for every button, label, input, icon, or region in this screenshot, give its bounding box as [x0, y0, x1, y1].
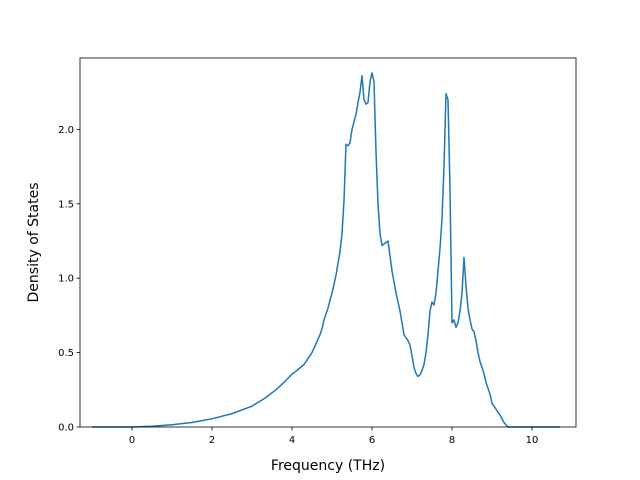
- dos-series-line: [92, 72, 560, 428]
- y-tick-label: 1.0: [58, 274, 74, 285]
- y-axis-label: Density of States: [26, 183, 42, 303]
- x-tick-label: 6: [369, 435, 375, 446]
- axes-frame: [79, 57, 577, 428]
- y-tick-label: 0.0: [58, 423, 74, 434]
- x-tick-label: 2: [209, 435, 215, 446]
- x-tick-label: 8: [449, 435, 455, 446]
- plot-area: [92, 72, 560, 428]
- y-tick-label: 0.5: [58, 348, 74, 359]
- y-tick-label: 1.5: [58, 199, 74, 210]
- x-tick-label: 4: [289, 435, 295, 446]
- x-axis-ticks: 0 2 4 6 8 10: [129, 427, 539, 446]
- x-tick-label: 0: [129, 435, 135, 446]
- y-tick-label: 2.0: [58, 125, 74, 136]
- x-axis-label: Frequency (THz): [271, 458, 385, 474]
- x-tick-label: 10: [526, 435, 539, 446]
- y-axis-ticks: 0.0 0.5 1.0 1.5 2.0: [58, 125, 80, 434]
